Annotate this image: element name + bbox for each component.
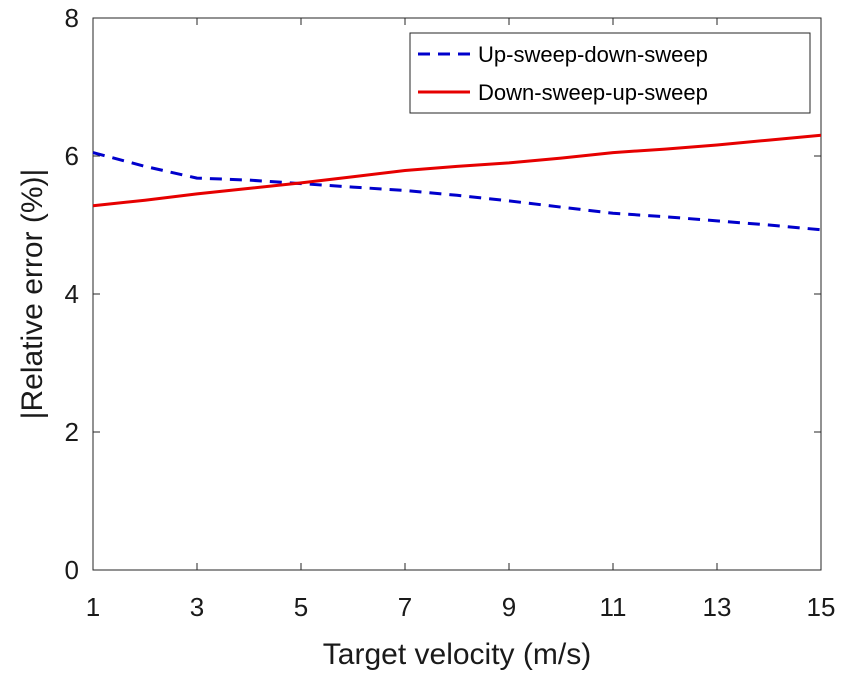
series-line-down-sweep-up-sweep: [92, 133, 822, 208]
y-tick-label: 2: [65, 417, 79, 447]
series-group: [92, 133, 822, 232]
x-tick-label: 13: [703, 592, 732, 622]
x-axis-label: Target velocity (m/s): [323, 638, 591, 671]
y-tick-label: 4: [65, 279, 79, 309]
y-tick-label: 0: [65, 555, 79, 585]
x-tick-label: 9: [502, 592, 516, 622]
legend-label-up-sweep-down-sweep: Up-sweep-down-sweep: [478, 42, 708, 67]
y-axis-label: |Relative error (%)|: [16, 169, 49, 420]
x-tick-label: 15: [807, 592, 836, 622]
x-tick-label: 7: [398, 592, 412, 622]
series-line-up-sweep-down-sweep: [92, 151, 822, 232]
y-tick-label: 8: [65, 3, 79, 33]
legend-label-down-sweep-up-sweep: Down-sweep-up-sweep: [478, 80, 708, 105]
legend: Up-sweep-down-sweep Down-sweep-up-sweep: [409, 32, 811, 114]
x-tick-label: 5: [294, 592, 308, 622]
y-tick-label: 6: [65, 141, 79, 171]
x-tick-label: 3: [190, 592, 204, 622]
x-tick-label: 1: [86, 592, 100, 622]
legend-box: [409, 32, 811, 114]
x-tick-label: 11: [600, 592, 627, 622]
